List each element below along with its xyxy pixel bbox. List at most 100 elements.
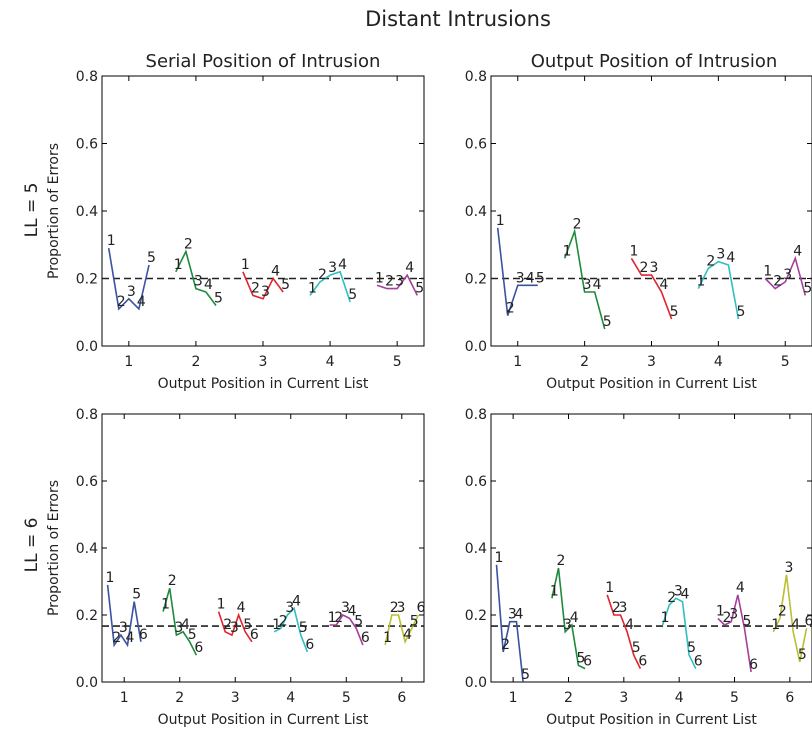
point-label: 5 [742,613,751,629]
point-label: 5 [410,613,419,629]
y-tick-label: 0.2 [76,608,98,624]
point-label: 2 [318,267,327,283]
plot-frame [101,413,425,683]
y-tick-label: 0.0 [465,675,487,691]
point-label: 5 [188,627,197,643]
point-label: 6 [804,613,812,629]
point-label: 4 [660,277,669,293]
point-label: 4 [736,580,745,596]
point-label: 2 [223,617,232,633]
point-label: 5 [348,287,357,303]
y-tick-label: 0.4 [465,204,487,220]
series-line [764,255,807,296]
row-label-ll6: LL = 6 [22,518,42,573]
series-line [496,227,538,316]
point-label: 5 [803,280,812,296]
point-label: 2 [334,610,343,626]
point-label: 1 [161,597,170,613]
point-label: 2 [168,573,177,589]
point-label: 4 [793,243,802,259]
point-label: 4 [237,600,246,616]
point-label: 3 [716,247,725,263]
point-label: 1 [716,603,725,619]
series-line [495,564,524,683]
x-tick-label: 1 [509,690,518,706]
point-label: 1 [375,270,384,286]
point-label: 3 [395,274,404,290]
point-label: 6 [194,640,203,656]
point-label: 4 [726,250,735,266]
x-tick-label: 2 [191,354,200,370]
point-label: 6 [139,627,148,643]
panel-title-output: Output Position of Intrusion [531,51,778,72]
point-label: 5 [576,650,585,666]
series-line [175,249,217,306]
figure-title: Distant Intrusions [365,7,551,31]
point-label: 4 [405,260,414,276]
y-axis-label: Proportion of Errors [46,143,62,279]
point-label: 4 [593,277,602,293]
y-tick-label: 0.0 [76,675,98,691]
y-tick-label: 0.6 [76,474,98,490]
point-label: 2 [390,600,399,616]
point-label: 6 [583,654,592,670]
point-label: 2 [612,600,621,616]
point-label: 4 [403,627,412,643]
point-label: 1 [272,617,281,633]
point-label: 5 [670,304,679,320]
point-label: 5 [299,620,308,636]
series-line [107,247,150,311]
point-label: 2 [184,237,193,253]
y-tick-label: 0.2 [465,608,487,624]
point-label: 2 [506,301,515,317]
point-label: 4 [570,610,579,626]
point-label: 5 [798,647,807,663]
point-label: 5 [132,587,141,603]
point-label: 4 [271,264,280,280]
x-tick-label: 1 [120,690,129,706]
point-label: 3 [508,607,517,623]
x-tick-label: 6 [785,690,794,706]
point-label: 3 [328,260,337,276]
point-label: 2 [706,253,715,269]
series-line [329,613,364,646]
plot-frame [490,413,812,683]
point-label: 2 [667,590,676,606]
series-line [551,567,586,670]
series-line [661,597,697,669]
series-line [376,273,419,296]
point-label: 3 [127,284,136,300]
x-tick-label: 5 [781,354,790,370]
point-label: 2 [279,613,288,629]
series-line [273,606,309,653]
x-tick-label: 1 [124,354,133,370]
y-tick-label: 0.2 [76,272,98,288]
point-label: 4 [292,593,301,609]
point-label: 3 [674,583,683,599]
point-label: 3 [396,600,405,616]
point-label: 1 [661,610,670,626]
point-label: 1 [107,233,116,249]
x-tick-label: 3 [619,690,628,706]
point-label: 3 [261,284,270,300]
x-tick-label: 5 [342,690,351,706]
y-tick-label: 0.6 [76,137,98,153]
series-line [242,271,284,300]
series-line [606,594,642,669]
x-tick-label: 5 [393,354,402,370]
series-line [162,587,198,656]
x-tick-label: 3 [259,354,268,370]
point-label: 5 [214,291,223,307]
point-label: 3 [285,600,294,616]
point-label: 2 [723,610,732,626]
point-label: 5 [243,617,252,633]
x-tick-label: 2 [564,690,573,706]
x-axis-label: Output Position in Current List [546,376,757,392]
x-axis-label: Output Position in Current List [158,376,369,392]
point-label: 6 [694,654,703,670]
point-label: 4 [126,630,135,646]
point-label: 1 [550,583,559,599]
point-label: 2 [639,260,648,276]
